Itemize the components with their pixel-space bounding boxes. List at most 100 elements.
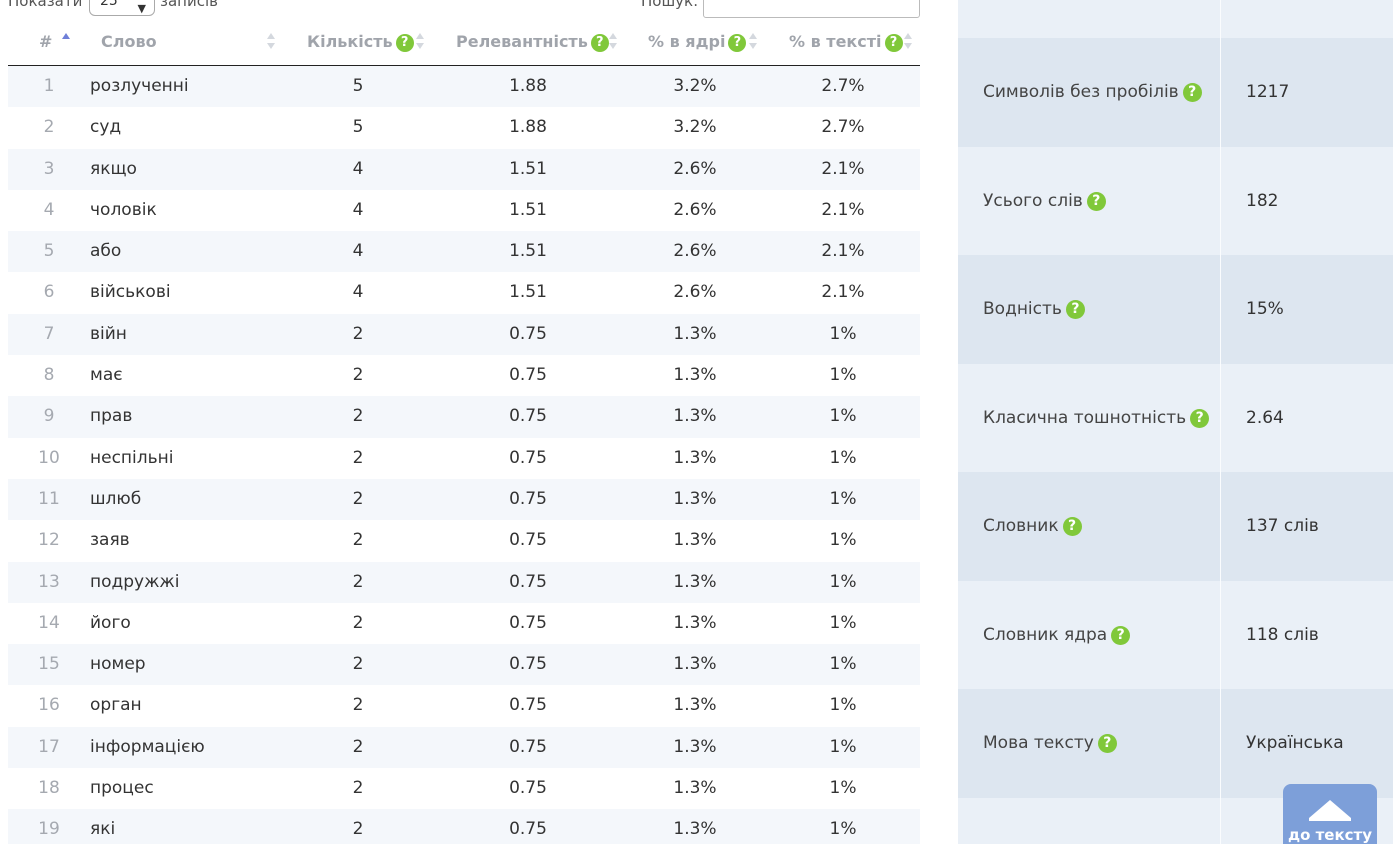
- row-number: 17: [38, 736, 60, 757]
- row-text-percent: 1%: [829, 736, 857, 757]
- stat-row: Символів без пробілів? 1217: [958, 38, 1393, 147]
- records-label: записів: [160, 0, 218, 10]
- arrow-up-icon-base: [1309, 818, 1351, 821]
- stat-label: Символів без пробілів?: [983, 38, 1202, 146]
- to-text-label: до тексту: [1287, 826, 1373, 844]
- stat-label-text: Усього слів: [983, 190, 1083, 211]
- column-header-core[interactable]: % в ядрі?: [648, 20, 747, 66]
- table-row: 18 процес 2 0.75 1.3% 1%: [8, 768, 920, 810]
- search-input[interactable]: [703, 0, 920, 18]
- help-icon[interactable]: ?: [1182, 83, 1202, 102]
- stat-label: Водність?: [983, 255, 1085, 363]
- row-text-percent: 2.1%: [821, 199, 865, 220]
- row-core-percent: 1.3%: [673, 530, 717, 551]
- to-text-button[interactable]: до тексту: [1283, 784, 1377, 844]
- table-row: 12 заяв 2 0.75 1.3% 1%: [8, 520, 920, 562]
- table-row: 17 інформацією 2 0.75 1.3% 1%: [8, 726, 920, 769]
- row-relevance: 1.88: [509, 117, 547, 138]
- help-icon[interactable]: ?: [1097, 734, 1117, 753]
- entries-per-page-select[interactable]: 25 ▼: [89, 0, 155, 16]
- sort-icon: [749, 33, 757, 53]
- sort-icon: [904, 33, 912, 53]
- stat-row: Мова тексту? Українська: [958, 689, 1393, 798]
- row-core-percent: 1.3%: [673, 406, 717, 427]
- row-text-percent: 1%: [829, 612, 857, 633]
- row-text-percent: 1%: [829, 365, 857, 386]
- table-row: 10 неспільні 2 0.75 1.3% 1%: [8, 437, 920, 479]
- row-core-percent: 2.6%: [673, 241, 717, 262]
- sort-icon: [416, 33, 424, 53]
- stat-value: 182: [1246, 190, 1279, 211]
- table-row: 14 його 2 0.75 1.3% 1%: [8, 602, 920, 645]
- row-core-percent: 1.3%: [673, 654, 717, 675]
- row-number: 3: [43, 158, 55, 179]
- row-core-percent: 1.3%: [673, 447, 717, 468]
- row-count: 4: [352, 282, 364, 303]
- row-word: його: [90, 612, 131, 633]
- sort-icon: [609, 33, 617, 53]
- row-core-percent: 1.3%: [673, 365, 717, 386]
- row-text-percent: 2.1%: [821, 241, 865, 262]
- row-count: 2: [352, 695, 364, 716]
- row-core-percent: 1.3%: [673, 571, 717, 592]
- help-icon[interactable]: ?: [590, 34, 609, 52]
- help-icon[interactable]: ?: [1062, 517, 1082, 536]
- help-icon[interactable]: ?: [395, 34, 414, 52]
- row-text-percent: 1%: [829, 654, 857, 675]
- stat-value: 118 слів: [1246, 624, 1319, 645]
- row-number: 12: [38, 530, 60, 551]
- row-core-percent: 1.3%: [673, 819, 717, 840]
- help-icon[interactable]: ?: [728, 34, 747, 52]
- stat-value: 2.64: [1246, 407, 1284, 428]
- column-header-relevance[interactable]: Релевантність?: [456, 20, 609, 66]
- help-icon[interactable]: ?: [1065, 300, 1085, 319]
- row-text-percent: 2.7%: [821, 117, 865, 138]
- row-word: заяв: [90, 530, 130, 551]
- sort-asc-icon: [62, 33, 70, 53]
- column-header-text[interactable]: % в тексті?: [789, 20, 903, 66]
- stat-label-text: Словник ядра: [983, 624, 1108, 645]
- table-row: 2 суд 5 1.88 3.2% 2.7%: [8, 107, 920, 149]
- help-icon[interactable]: ?: [884, 34, 903, 52]
- row-core-percent: 1.3%: [673, 695, 717, 716]
- column-header-count[interactable]: Кількість?: [307, 20, 414, 66]
- show-entries-label: Показати: [8, 0, 83, 10]
- row-core-percent: 2.6%: [673, 199, 717, 220]
- row-text-percent: 1%: [829, 323, 857, 344]
- row-text-percent: 2.1%: [821, 158, 865, 179]
- row-count: 5: [352, 117, 364, 138]
- column-header-num[interactable]: #: [39, 32, 53, 51]
- search-label: Пошук:: [641, 0, 699, 10]
- row-relevance: 0.75: [509, 819, 547, 840]
- stat-row: Словник? 137 слів: [958, 472, 1393, 581]
- help-icon[interactable]: ?: [1111, 625, 1131, 645]
- help-icon[interactable]: ?: [1086, 191, 1106, 211]
- row-relevance: 1.51: [509, 199, 547, 220]
- row-word: номер: [90, 654, 146, 675]
- row-count: 4: [352, 199, 364, 220]
- row-relevance: 0.75: [509, 530, 547, 551]
- row-text-percent: 2.7%: [821, 76, 865, 96]
- row-word: чоловік: [90, 199, 157, 220]
- stat-label: Мова тексту?: [983, 689, 1117, 797]
- table-row: 15 номер 2 0.75 1.3% 1%: [8, 644, 920, 686]
- row-word: розлученні: [90, 76, 189, 96]
- row-relevance: 0.75: [509, 695, 547, 716]
- text-stats-panel: Символів без пробілів? 1217 Усього слів? 18…: [958, 0, 1393, 844]
- row-number: 4: [43, 199, 55, 220]
- row-core-percent: 1.3%: [673, 612, 717, 633]
- table-row: 1 розлученні 5 1.88 3.2% 2.7%: [8, 66, 920, 108]
- stat-row: Усього слів? 182: [958, 147, 1393, 256]
- row-relevance: 0.75: [509, 447, 547, 468]
- row-number: 9: [43, 406, 55, 427]
- help-icon[interactable]: ?: [1190, 408, 1210, 428]
- stat-label: Словник ядра?: [983, 581, 1131, 689]
- column-header-word[interactable]: Слово: [101, 32, 157, 51]
- row-relevance: 0.75: [509, 323, 547, 344]
- table-row: 13 подружжі 2 0.75 1.3% 1%: [8, 561, 920, 603]
- row-word: має: [90, 365, 123, 386]
- table-row: 19 які 2 0.75 1.3% 1%: [8, 809, 920, 844]
- row-word: суд: [90, 117, 122, 138]
- row-core-percent: 2.6%: [673, 158, 717, 179]
- row-count: 2: [352, 819, 364, 840]
